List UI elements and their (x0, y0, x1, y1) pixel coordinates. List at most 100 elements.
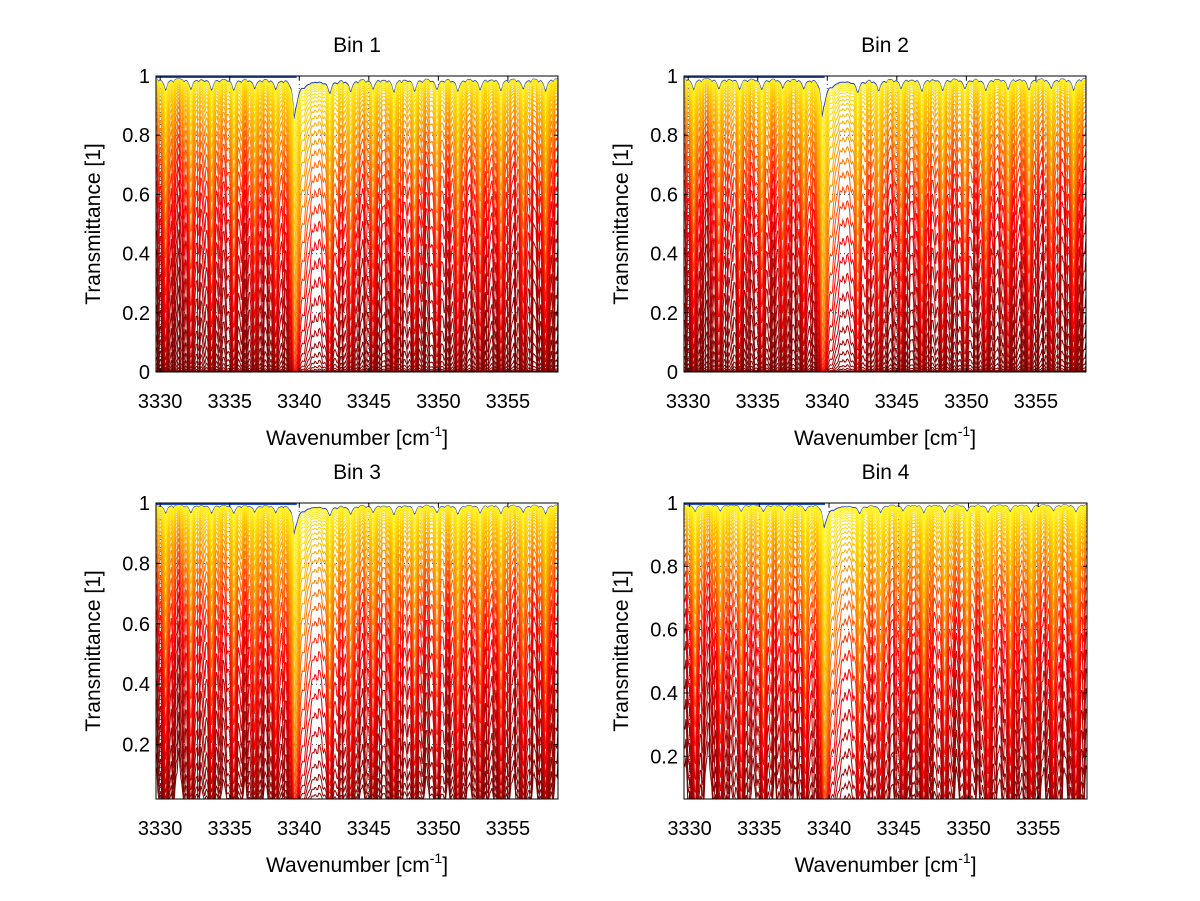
series-line (156, 673, 558, 799)
series-line (684, 79, 1086, 142)
series-line (684, 92, 1086, 284)
x-axis-label-superscript: -1 (430, 423, 443, 439)
series-line (156, 78, 558, 127)
y-tick-label: 0.8 (122, 553, 150, 575)
series-line (156, 111, 558, 349)
series-line (684, 661, 1087, 799)
series-line (156, 81, 558, 183)
y-tick-label: 0 (139, 362, 150, 384)
x-tick-label: 3345 (875, 391, 920, 413)
y-tick-label: 0.2 (650, 303, 678, 325)
x-axis-label-text: Wavenumber [cm (794, 854, 958, 877)
series-line (156, 86, 558, 233)
series-line (684, 504, 1087, 544)
x-tick-label: 3335 (737, 818, 782, 840)
series-line (684, 505, 1087, 552)
series-line (156, 654, 558, 799)
series-line (684, 518, 1087, 696)
y-tick-label: 0.4 (650, 683, 678, 705)
y-tick-label: 0.4 (650, 244, 678, 266)
series-line (156, 637, 558, 799)
y-tick-label: 0.2 (122, 303, 150, 325)
series-line (156, 211, 558, 372)
series-line (156, 579, 558, 799)
x-tick-label: 3335 (207, 391, 252, 413)
series-line (156, 334, 558, 372)
x-axis-label-suffix: ] (971, 854, 977, 877)
series-line (156, 133, 558, 369)
series-line (684, 508, 1087, 593)
series-line (684, 528, 1087, 755)
y-axis-label: Transmittance [1] (82, 143, 105, 304)
y-tick-label: 0.2 (122, 735, 150, 757)
series-line (684, 85, 1086, 228)
axes-frame (683, 75, 1087, 373)
series-line (684, 582, 1087, 799)
series-line (156, 180, 558, 372)
subplot-bin-2: 3330 3335 3340 3345 3350 3355 0 0.2 0.4 0.6 0.8 1 Bi… (610, 34, 1087, 450)
series-line (684, 243, 1086, 372)
x-axis-label: Wavenumber [cm-1] (794, 850, 976, 877)
series-line (684, 509, 1087, 606)
series-line (156, 711, 558, 799)
series-line (156, 543, 558, 790)
x-axis-label-superscript: -1 (430, 850, 443, 866)
axes-frame (683, 502, 1088, 800)
x-axis-label-text: Wavenumber [cm (266, 854, 430, 877)
series-line (156, 247, 558, 372)
series-line (156, 124, 558, 365)
series-line (156, 747, 558, 799)
series-line (156, 229, 558, 372)
series-line (684, 740, 1087, 799)
series-line (156, 266, 558, 372)
series-line (156, 143, 558, 372)
subplot-title: Bin 1 (333, 34, 381, 57)
y-tick-label: 1 (667, 493, 678, 515)
series-line (684, 176, 1086, 372)
y-axis-label: Transmittance [1] (610, 143, 633, 304)
subplot-bin-1: 3330 3335 3340 3345 3350 3355 0 0.2 0.4 0.6 0.8 1 Bi… (82, 34, 559, 450)
series-line (684, 609, 1087, 799)
axes-frame (155, 75, 559, 373)
y-tick-label: 0.8 (650, 125, 678, 147)
series-line (684, 151, 1086, 372)
series-line (684, 207, 1086, 372)
series-line (156, 506, 558, 573)
x-axis-label: Wavenumber [cm-1] (794, 423, 976, 450)
series-line (684, 225, 1086, 372)
series-line (156, 80, 558, 157)
x-tick-label: 3330 (667, 818, 712, 840)
x-tick-label: 3340 (807, 818, 852, 840)
series-line (684, 191, 1086, 372)
series-line (684, 642, 1087, 799)
series-line (684, 90, 1086, 265)
series-line (156, 88, 558, 252)
y-tick-label: 1 (139, 493, 150, 515)
y-tick-label: 0.8 (122, 125, 150, 147)
axes-frame (155, 502, 559, 800)
y-tick-label: 0.6 (122, 614, 150, 636)
series-line (156, 83, 558, 198)
series-line (156, 512, 558, 662)
series-line (684, 129, 1086, 368)
series-line (156, 509, 558, 627)
x-tick-label: 3350 (946, 818, 991, 840)
series-line (684, 513, 1087, 657)
y-tick-label: 0.8 (650, 556, 678, 578)
series-line (684, 78, 1086, 133)
series-line (156, 568, 558, 799)
series-line (684, 571, 1087, 799)
series-line (684, 80, 1086, 165)
series-line (684, 78, 1086, 125)
series-line (156, 730, 558, 799)
y-tick-label: 0.6 (650, 184, 678, 206)
series-line (156, 514, 558, 681)
series-line (156, 522, 558, 738)
x-tick-label: 3330 (138, 818, 183, 840)
series-line (684, 84, 1086, 210)
x-tick-label: 3355 (486, 818, 531, 840)
x-axis-label-suffix: ] (442, 427, 448, 450)
y-axis-label: Transmittance [1] (610, 570, 633, 731)
subplot-title: Bin 2 (861, 34, 909, 57)
x-tick-label: 3345 (347, 818, 392, 840)
